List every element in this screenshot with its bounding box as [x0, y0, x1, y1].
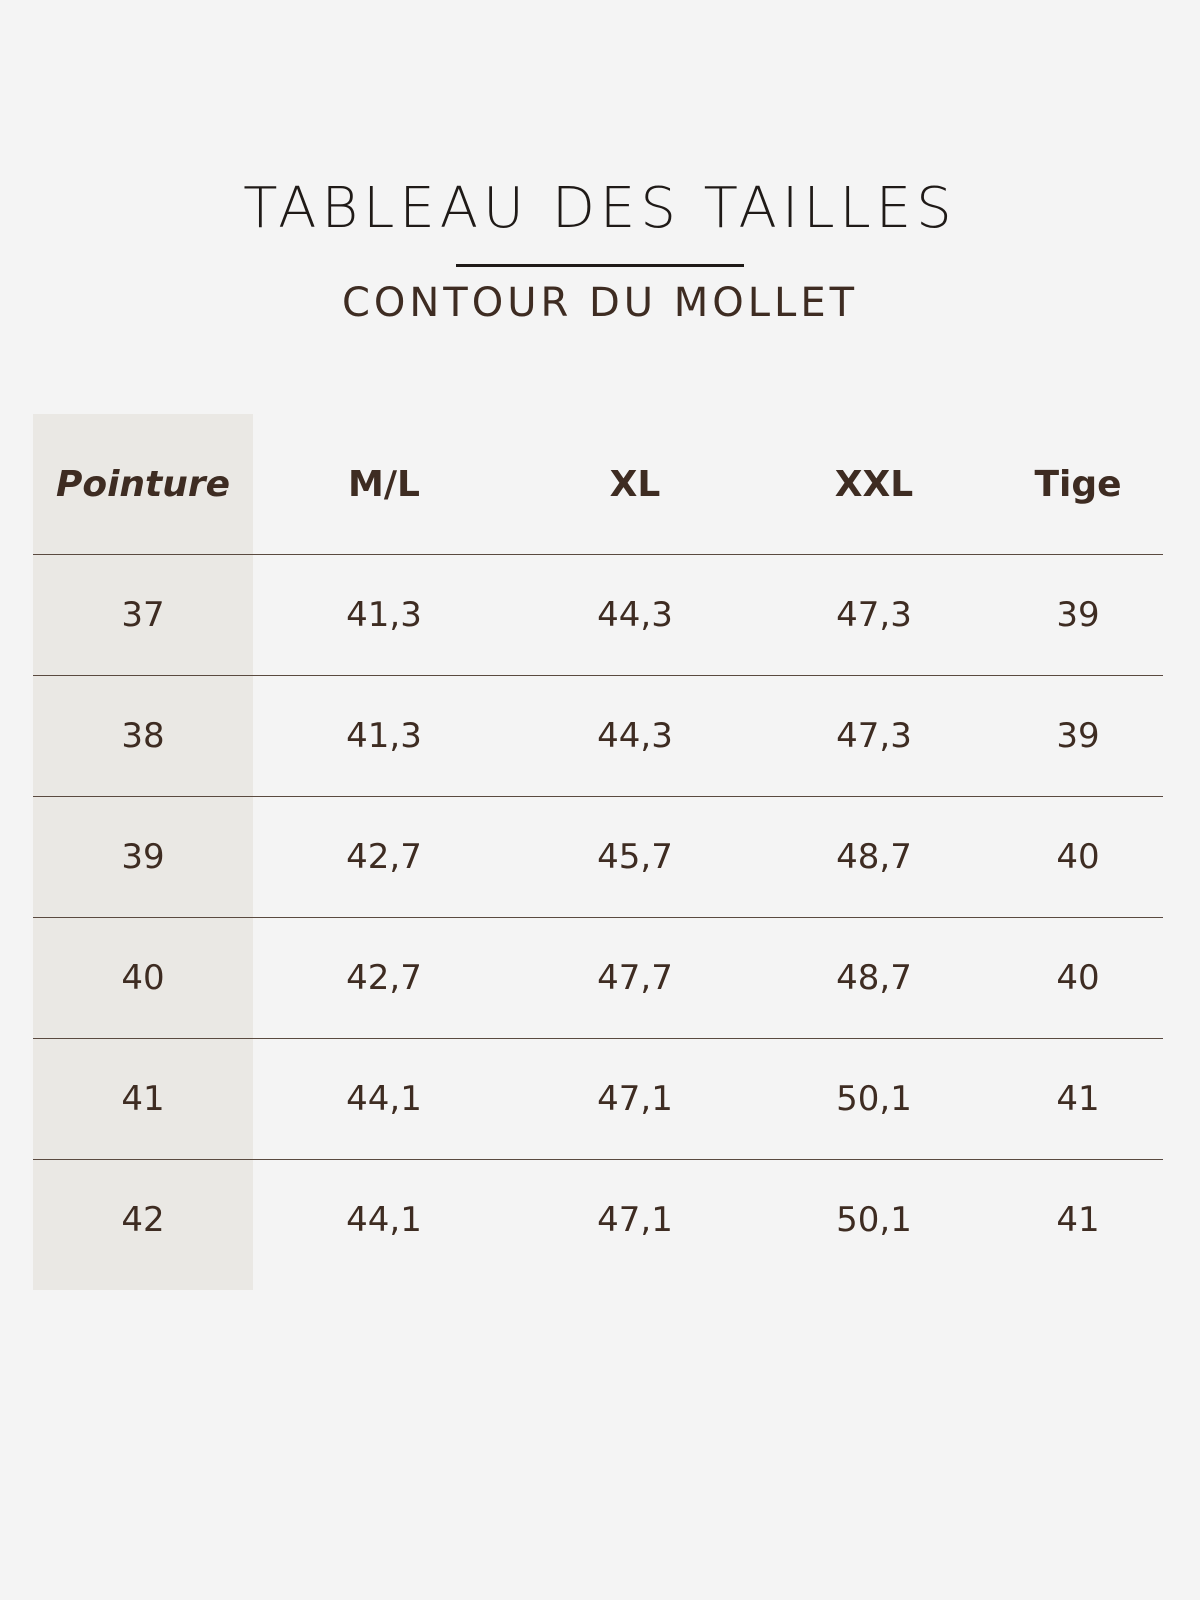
- cell-xxl: 50,1: [755, 1159, 993, 1280]
- cell-tige: 39: [993, 554, 1163, 676]
- cell-ml: 44,1: [253, 1159, 515, 1280]
- cell-ml: 42,7: [253, 796, 515, 918]
- table-header-row: Pointure M/L XL XXL Tige: [33, 414, 1163, 555]
- table-row: 38 41,3 44,3 47,3 39: [33, 675, 1163, 797]
- cell-ml: 41,3: [253, 675, 515, 797]
- header-xxl: XXL: [834, 463, 914, 505]
- cell-xxl: 48,7: [755, 917, 993, 1039]
- table-row: 40 42,7 47,7 48,7 40: [33, 917, 1163, 1039]
- cell-tige: 41: [993, 1159, 1163, 1280]
- cell-pointure: 37: [33, 554, 253, 676]
- header-ml: M/L: [348, 463, 420, 505]
- table-row: 37 41,3 44,3 47,3 39: [33, 554, 1163, 676]
- page-subtitle: CONTOUR DU MOLLET: [341, 280, 859, 326]
- cell-xxl: 47,3: [755, 675, 993, 797]
- table-row: 42 44,1 47,1 50,1 41: [33, 1159, 1163, 1280]
- cell-pointure: 41: [33, 1038, 253, 1160]
- cell-tige: 40: [993, 917, 1163, 1039]
- cell-ml: 44,1: [253, 1038, 515, 1160]
- cell-xl: 45,7: [515, 796, 755, 918]
- cell-pointure: 40: [33, 917, 253, 1039]
- cell-pointure: 38: [33, 675, 253, 797]
- cell-pointure: 42: [33, 1159, 253, 1280]
- cell-xl: 47,7: [515, 917, 755, 1039]
- cell-tige: 40: [993, 796, 1163, 918]
- cell-xxl: 50,1: [755, 1038, 993, 1160]
- table-row: 41 44,1 47,1 50,1 41: [33, 1038, 1163, 1160]
- cell-xl: 44,3: [515, 554, 755, 676]
- cell-pointure: 39: [33, 796, 253, 918]
- cell-tige: 41: [993, 1038, 1163, 1160]
- cell-ml: 41,3: [253, 554, 515, 676]
- header-xl: XL: [609, 463, 661, 505]
- table-row: 39 42,7 45,7 48,7 40: [33, 796, 1163, 918]
- size-table: Pointure M/L XL XXL Tige 37 41,3 44,3 47,3 3…: [33, 414, 1163, 1280]
- title-divider: [456, 264, 744, 267]
- header-tige: Tige: [1034, 463, 1122, 505]
- cell-xxl: 47,3: [755, 554, 993, 676]
- cell-tige: 39: [993, 675, 1163, 797]
- cell-xl: 44,3: [515, 675, 755, 797]
- header-pointure: Pointure: [55, 463, 231, 505]
- cell-ml: 42,7: [253, 917, 515, 1039]
- cell-xl: 47,1: [515, 1038, 755, 1160]
- cell-xl: 47,1: [515, 1159, 755, 1280]
- page-title: TABLEAU DES TAILLES: [243, 176, 957, 241]
- cell-xxl: 48,7: [755, 796, 993, 918]
